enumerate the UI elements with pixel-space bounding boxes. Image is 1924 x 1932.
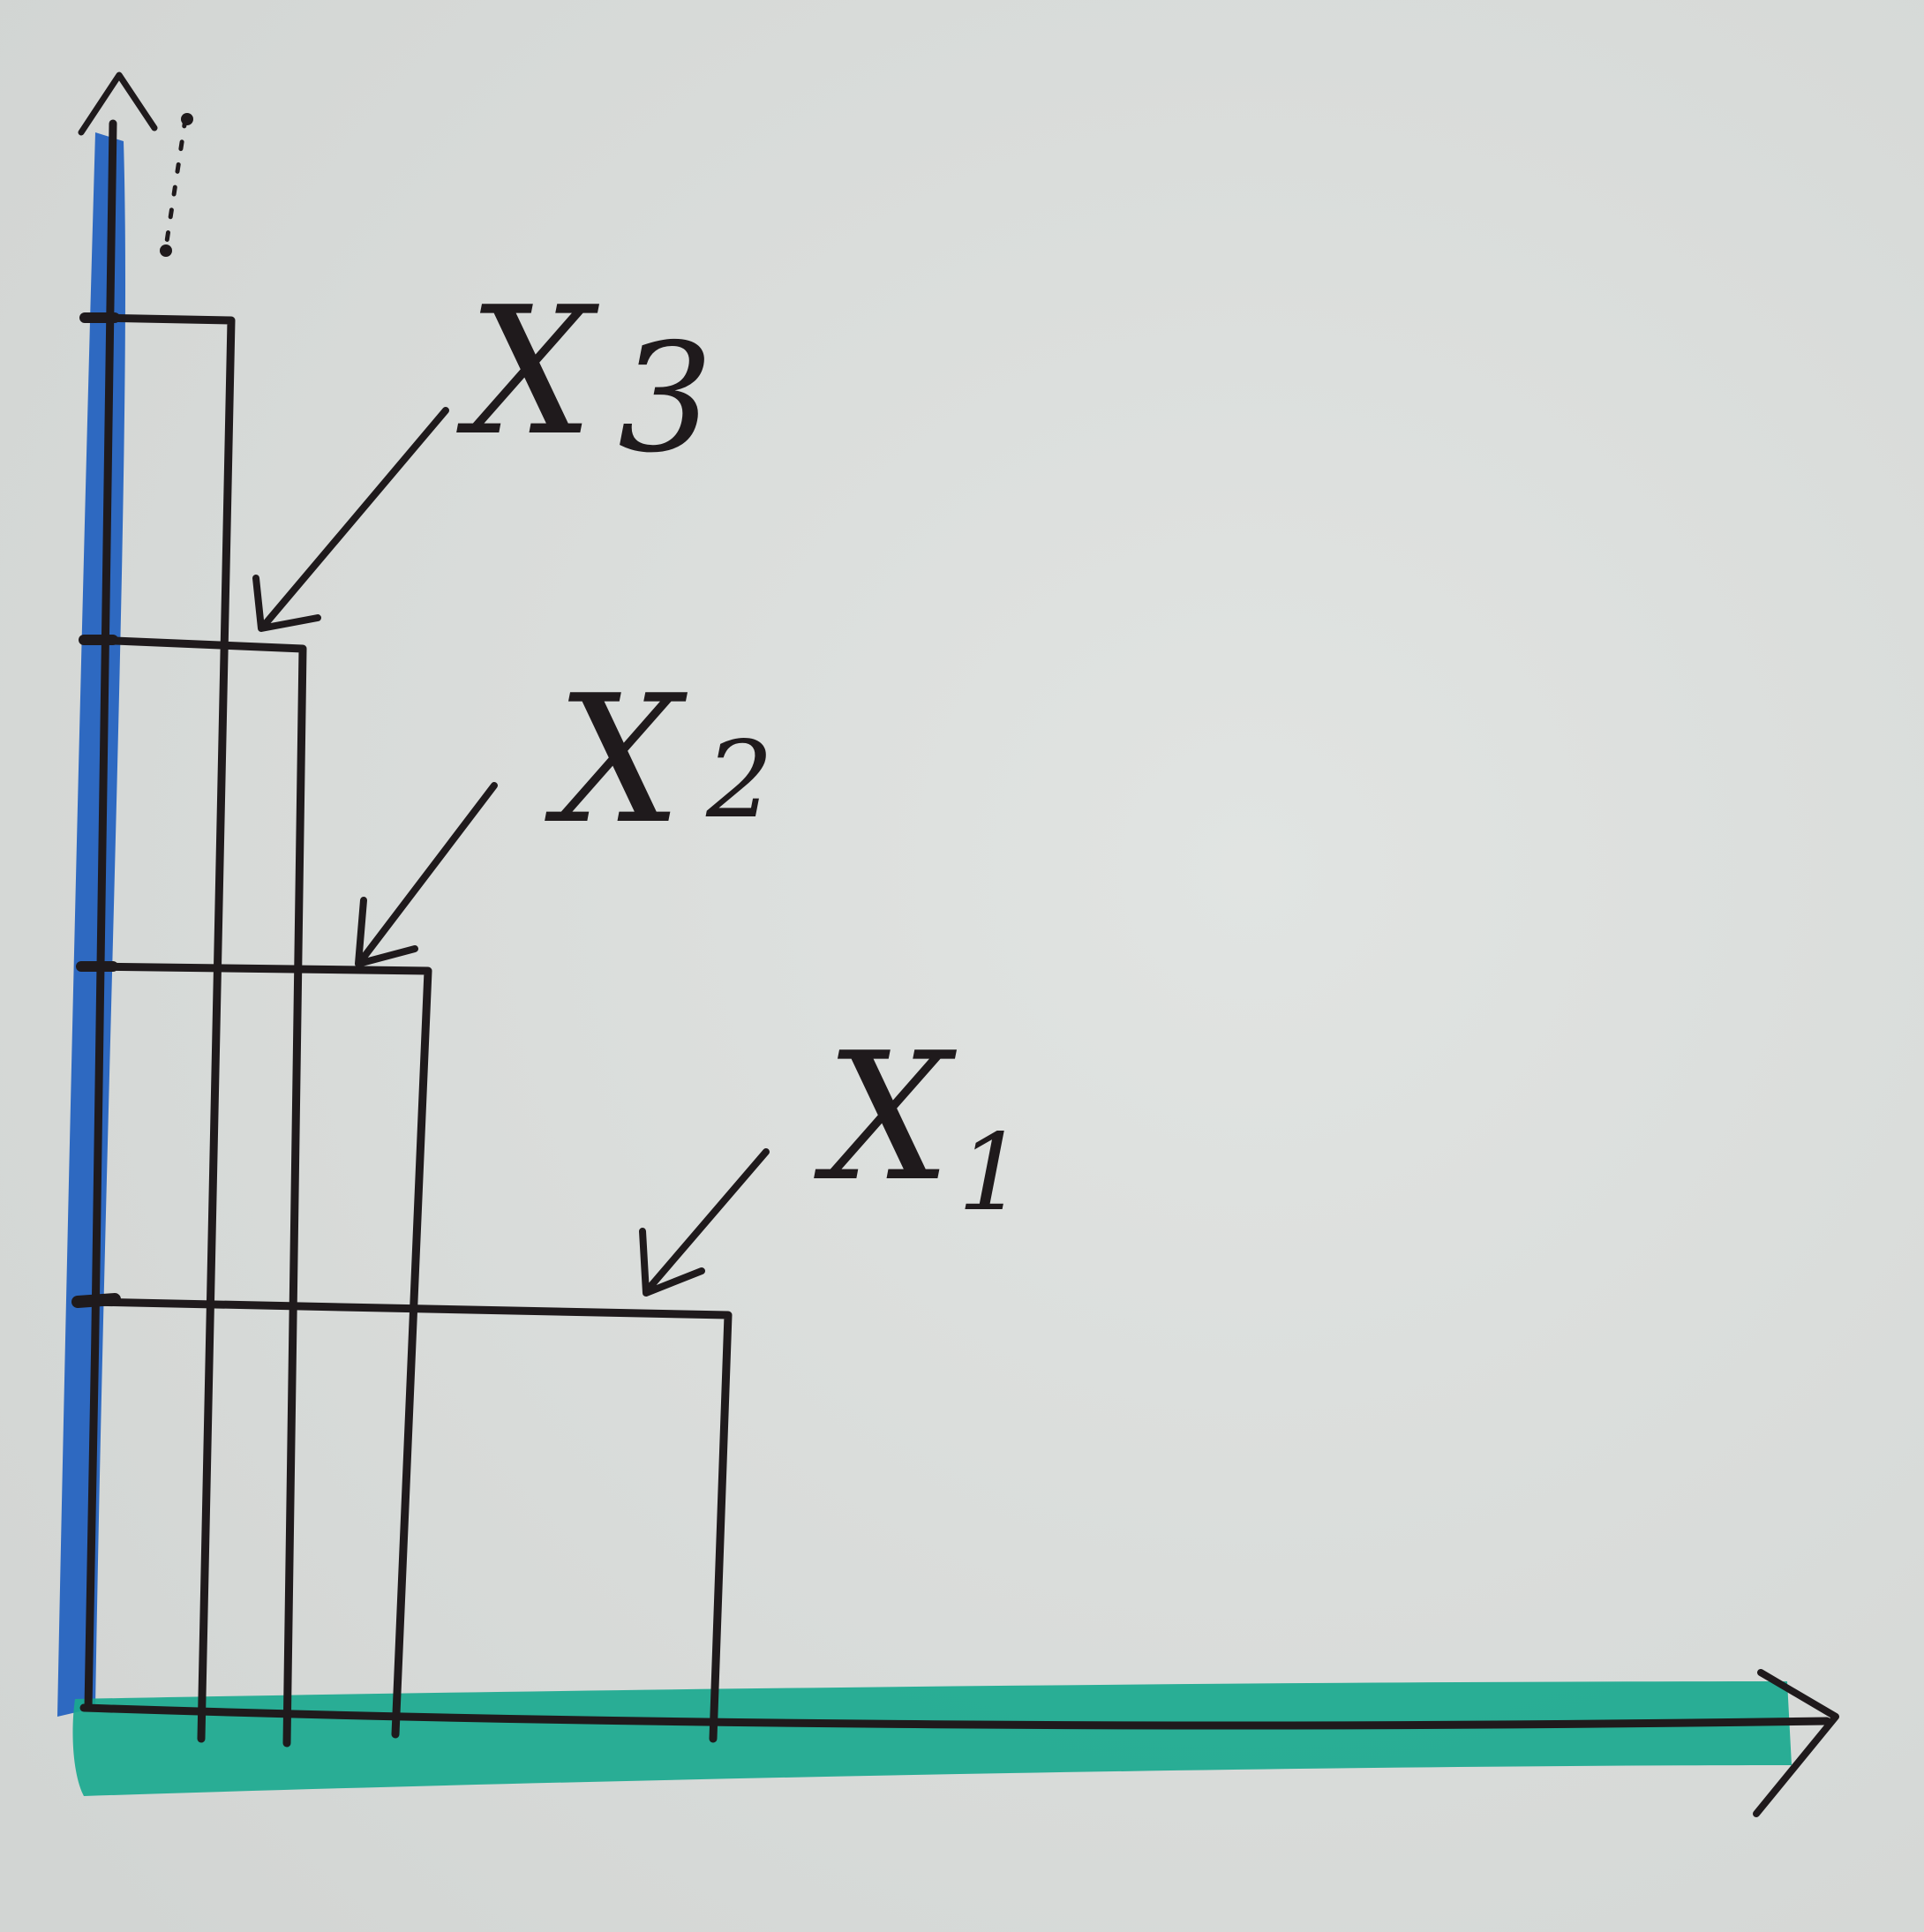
arrow-to-x2-step bbox=[355, 782, 498, 967]
x-axis-line bbox=[79, 1703, 1831, 1730]
x-axis-arrowhead bbox=[1753, 1669, 1839, 1817]
rectangle-x3 bbox=[88, 635, 307, 1748]
y-tick-1 bbox=[71, 1293, 121, 1308]
rectangle-x2 bbox=[84, 962, 432, 1739]
y-axis-arrowhead bbox=[78, 71, 158, 136]
y-axis-dot-bottom bbox=[160, 244, 172, 257]
y-axis-continuation-dots bbox=[163, 117, 188, 250]
label-x3: X 3 bbox=[456, 269, 713, 486]
label-x3-subscript: 3 bbox=[618, 312, 713, 486]
label-x1: X 1 bbox=[814, 1015, 1025, 1235]
label-x2-subscript: 2 bbox=[705, 719, 773, 842]
rectangle-x1 bbox=[84, 1297, 733, 1743]
y-axis-dot-top bbox=[181, 113, 193, 125]
arrow-to-x3-step bbox=[252, 407, 449, 632]
arrow-to-x1-step bbox=[639, 1148, 770, 1297]
label-x2: X 2 bbox=[545, 658, 773, 863]
label-x1-letter: X bbox=[814, 1015, 958, 1221]
x-axis-highlight bbox=[72, 1681, 1792, 1796]
label-x3-letter: X bbox=[456, 269, 600, 475]
rectangle-tallest bbox=[88, 313, 236, 1743]
label-x2-letter: X bbox=[545, 658, 688, 863]
label-x1-subscript: 1 bbox=[958, 1112, 1025, 1235]
